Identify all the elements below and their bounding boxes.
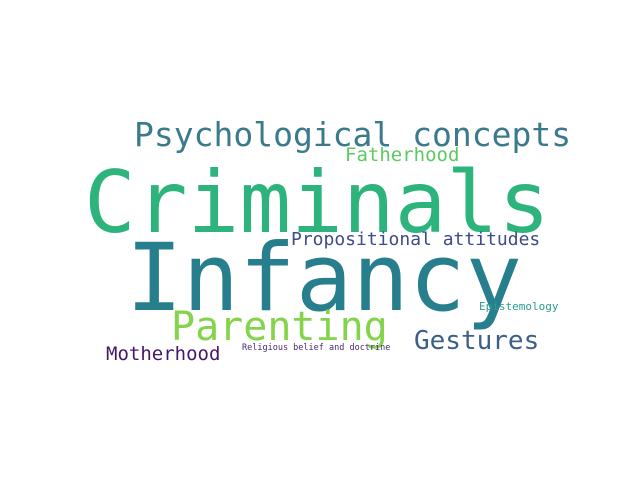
- word-gestures: Gestures: [414, 326, 540, 356]
- word-religious-belief-and-doctrine: Religious belief and doctrine: [242, 343, 391, 353]
- word-propositional-attitudes: Propositional attitudes: [291, 229, 541, 250]
- word-motherhood: Motherhood: [106, 343, 221, 365]
- word-epistemology: Epistemology: [479, 300, 559, 313]
- word-parenting: Parenting: [171, 304, 388, 350]
- word-criminals: Criminals: [84, 153, 550, 253]
- word-psychological-concepts: Psychological concepts: [134, 115, 572, 154]
- word-infancy: Infancy: [126, 224, 523, 333]
- word-fatherhood: Fatherhood: [345, 144, 460, 166]
